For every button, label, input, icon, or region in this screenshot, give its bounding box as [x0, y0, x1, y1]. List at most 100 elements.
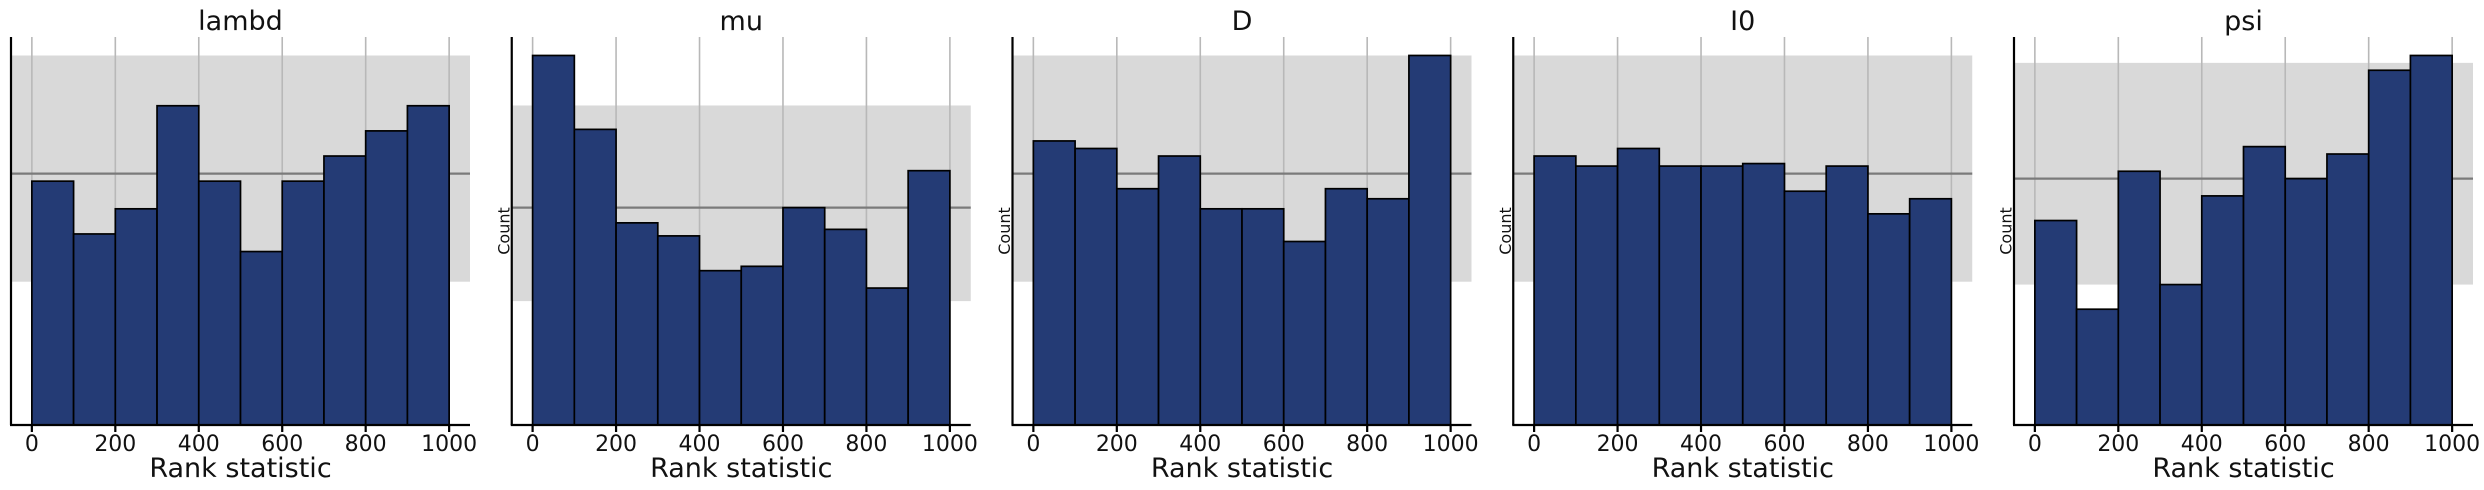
- x-tick-label: 200: [1096, 432, 1138, 457]
- histogram-bar: [31, 180, 75, 426]
- x-tick-label: 400: [2181, 432, 2223, 457]
- histogram-bar: [1115, 187, 1160, 426]
- x-tick-label: 1000: [2424, 432, 2480, 457]
- y-axis-label: Count: [1496, 207, 1515, 255]
- histogram-bar: [1241, 207, 1285, 426]
- panel-title: psi: [2224, 6, 2263, 37]
- x-tick-label: 600: [261, 432, 303, 457]
- histogram-bar: [1157, 155, 1202, 426]
- histogram-bar: [531, 54, 576, 426]
- x-tick-label: 800: [845, 432, 887, 457]
- histogram-bar: [1282, 240, 1327, 426]
- x-tick-label: 600: [1263, 432, 1305, 457]
- x-tick-label: 400: [679, 432, 721, 457]
- histogram-bar: [2242, 145, 2287, 426]
- histogram-bar: [1574, 165, 1619, 426]
- x-axis-label: Rank statistic: [650, 453, 832, 484]
- panel-title: D: [1232, 6, 1253, 37]
- histogram-bar: [823, 228, 868, 426]
- histogram-bar: [615, 221, 659, 426]
- histogram-bar: [156, 104, 200, 426]
- x-tick-label: 600: [1763, 432, 1805, 457]
- x-tick-label: 200: [94, 432, 136, 457]
- histogram-bar: [2159, 283, 2203, 426]
- x-tick-label: 1000: [922, 432, 978, 457]
- x-tick-label: 0: [1527, 432, 1541, 457]
- panel-psi: 0 200 400 600 800 1000 Rank statistic Count psi: [1997, 6, 2481, 484]
- histogram-bar: [1867, 212, 1911, 426]
- histogram-bar: [239, 250, 284, 426]
- histogram-bar: [1408, 54, 1452, 426]
- histogram-bar: [406, 104, 450, 426]
- y-axis-label: Count: [1997, 207, 2016, 255]
- x-tick-label: 400: [178, 432, 220, 457]
- panel-D: 0 200 400 600 800 1000 Rank statistic Count D: [995, 6, 1479, 484]
- histogram-bar: [2075, 308, 2120, 426]
- x-tick-label: 600: [2264, 432, 2306, 457]
- x-tick-label: 800: [1847, 432, 1889, 457]
- panel-title: mu: [720, 6, 763, 37]
- x-tick-label: 0: [526, 432, 540, 457]
- x-axis-label: Rank statistic: [149, 453, 331, 484]
- histogram-bar: [1700, 165, 1744, 426]
- histogram-bar: [2117, 170, 2161, 426]
- panel-mu: 0 200 400 600 800 1000 Rank statistic Count mu: [494, 6, 978, 484]
- x-tick-label: 400: [1680, 432, 1722, 457]
- histogram-bar: [782, 206, 826, 426]
- panel-I0: 0 200 400 600 800 1000 Rank statistic Count I0: [1496, 6, 1980, 484]
- histogram-bar: [2284, 177, 2328, 426]
- histogram-bar: [1908, 197, 1953, 426]
- panel-title: lambd: [198, 6, 283, 37]
- histogram-bar: [698, 269, 743, 426]
- histogram-bar: [1366, 197, 1410, 426]
- histogram-bar: [1074, 147, 1118, 426]
- histogram-bar: [2034, 219, 2078, 426]
- x-tick-label: 1000: [1423, 432, 1479, 457]
- x-tick-label: 600: [762, 432, 804, 457]
- x-tick-label: 0: [25, 432, 39, 457]
- x-tick-label: 0: [2028, 432, 2042, 457]
- histogram-bar: [2409, 54, 2453, 426]
- histogram-bar: [865, 287, 910, 426]
- histogram-bar: [1741, 162, 1786, 426]
- histogram-bar: [1783, 190, 1828, 426]
- panel-lambd: 0 200 400 600 800 1000 Rank statistic lambd: [9, 6, 477, 484]
- x-tick-label: 800: [345, 432, 387, 457]
- histogram-bar: [323, 155, 367, 426]
- x-tick-label: 400: [1179, 432, 1221, 457]
- histogram-bar: [907, 169, 951, 426]
- histogram-bar: [114, 207, 158, 426]
- histogram-bar: [72, 233, 117, 426]
- x-tick-label: 200: [595, 432, 637, 457]
- histogram-bar: [1199, 207, 1243, 426]
- histogram-bar: [364, 130, 409, 426]
- x-tick-label: 1000: [1923, 432, 1979, 457]
- x-tick-label: 0: [1026, 432, 1040, 457]
- x-tick-label: 800: [1346, 432, 1388, 457]
- histogram-bar: [1533, 155, 1577, 426]
- histogram-bar: [573, 128, 617, 426]
- histogram-bar: [2367, 69, 2412, 426]
- histogram-bar: [1616, 147, 1661, 426]
- histogram-bar: [1324, 187, 1369, 426]
- x-tick-label: 200: [1597, 432, 1639, 457]
- histogram-bar: [1825, 165, 1869, 426]
- histogram-bar: [2326, 153, 2370, 426]
- histogram-bar: [2200, 195, 2245, 426]
- x-axis-label: Rank statistic: [1151, 453, 1333, 484]
- histogram-bar: [281, 180, 325, 426]
- y-axis-label: Count: [494, 207, 513, 255]
- x-tick-label: 1000: [421, 432, 477, 457]
- histogram-bar: [740, 265, 784, 426]
- histogram-bar: [1032, 140, 1076, 426]
- y-axis-label: Count: [995, 207, 1014, 255]
- x-axis-label: Rank statistic: [1652, 453, 1834, 484]
- histogram-bar: [656, 235, 701, 426]
- histogram-bar: [1658, 165, 1702, 426]
- panel-title: I0: [1730, 6, 1755, 37]
- histogram-bar: [197, 180, 242, 426]
- x-tick-label: 200: [2097, 432, 2139, 457]
- x-tick-label: 800: [2348, 432, 2390, 457]
